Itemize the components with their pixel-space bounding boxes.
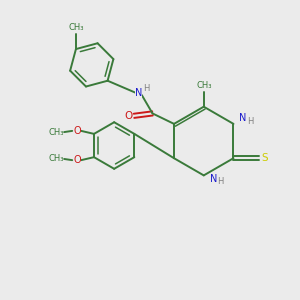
Text: H: H <box>143 84 150 93</box>
Text: H: H <box>247 117 253 126</box>
Text: CH₃: CH₃ <box>68 23 84 32</box>
Text: S: S <box>262 153 268 163</box>
Text: CH₃: CH₃ <box>48 154 64 163</box>
Text: CH₃: CH₃ <box>48 128 64 137</box>
Text: H: H <box>217 178 224 187</box>
Text: N: N <box>135 88 142 98</box>
Text: O: O <box>74 155 81 166</box>
Text: O: O <box>124 111 132 121</box>
Text: O: O <box>74 126 81 136</box>
Text: CH₃: CH₃ <box>196 81 212 90</box>
Text: N: N <box>210 174 217 184</box>
Text: N: N <box>239 113 247 124</box>
